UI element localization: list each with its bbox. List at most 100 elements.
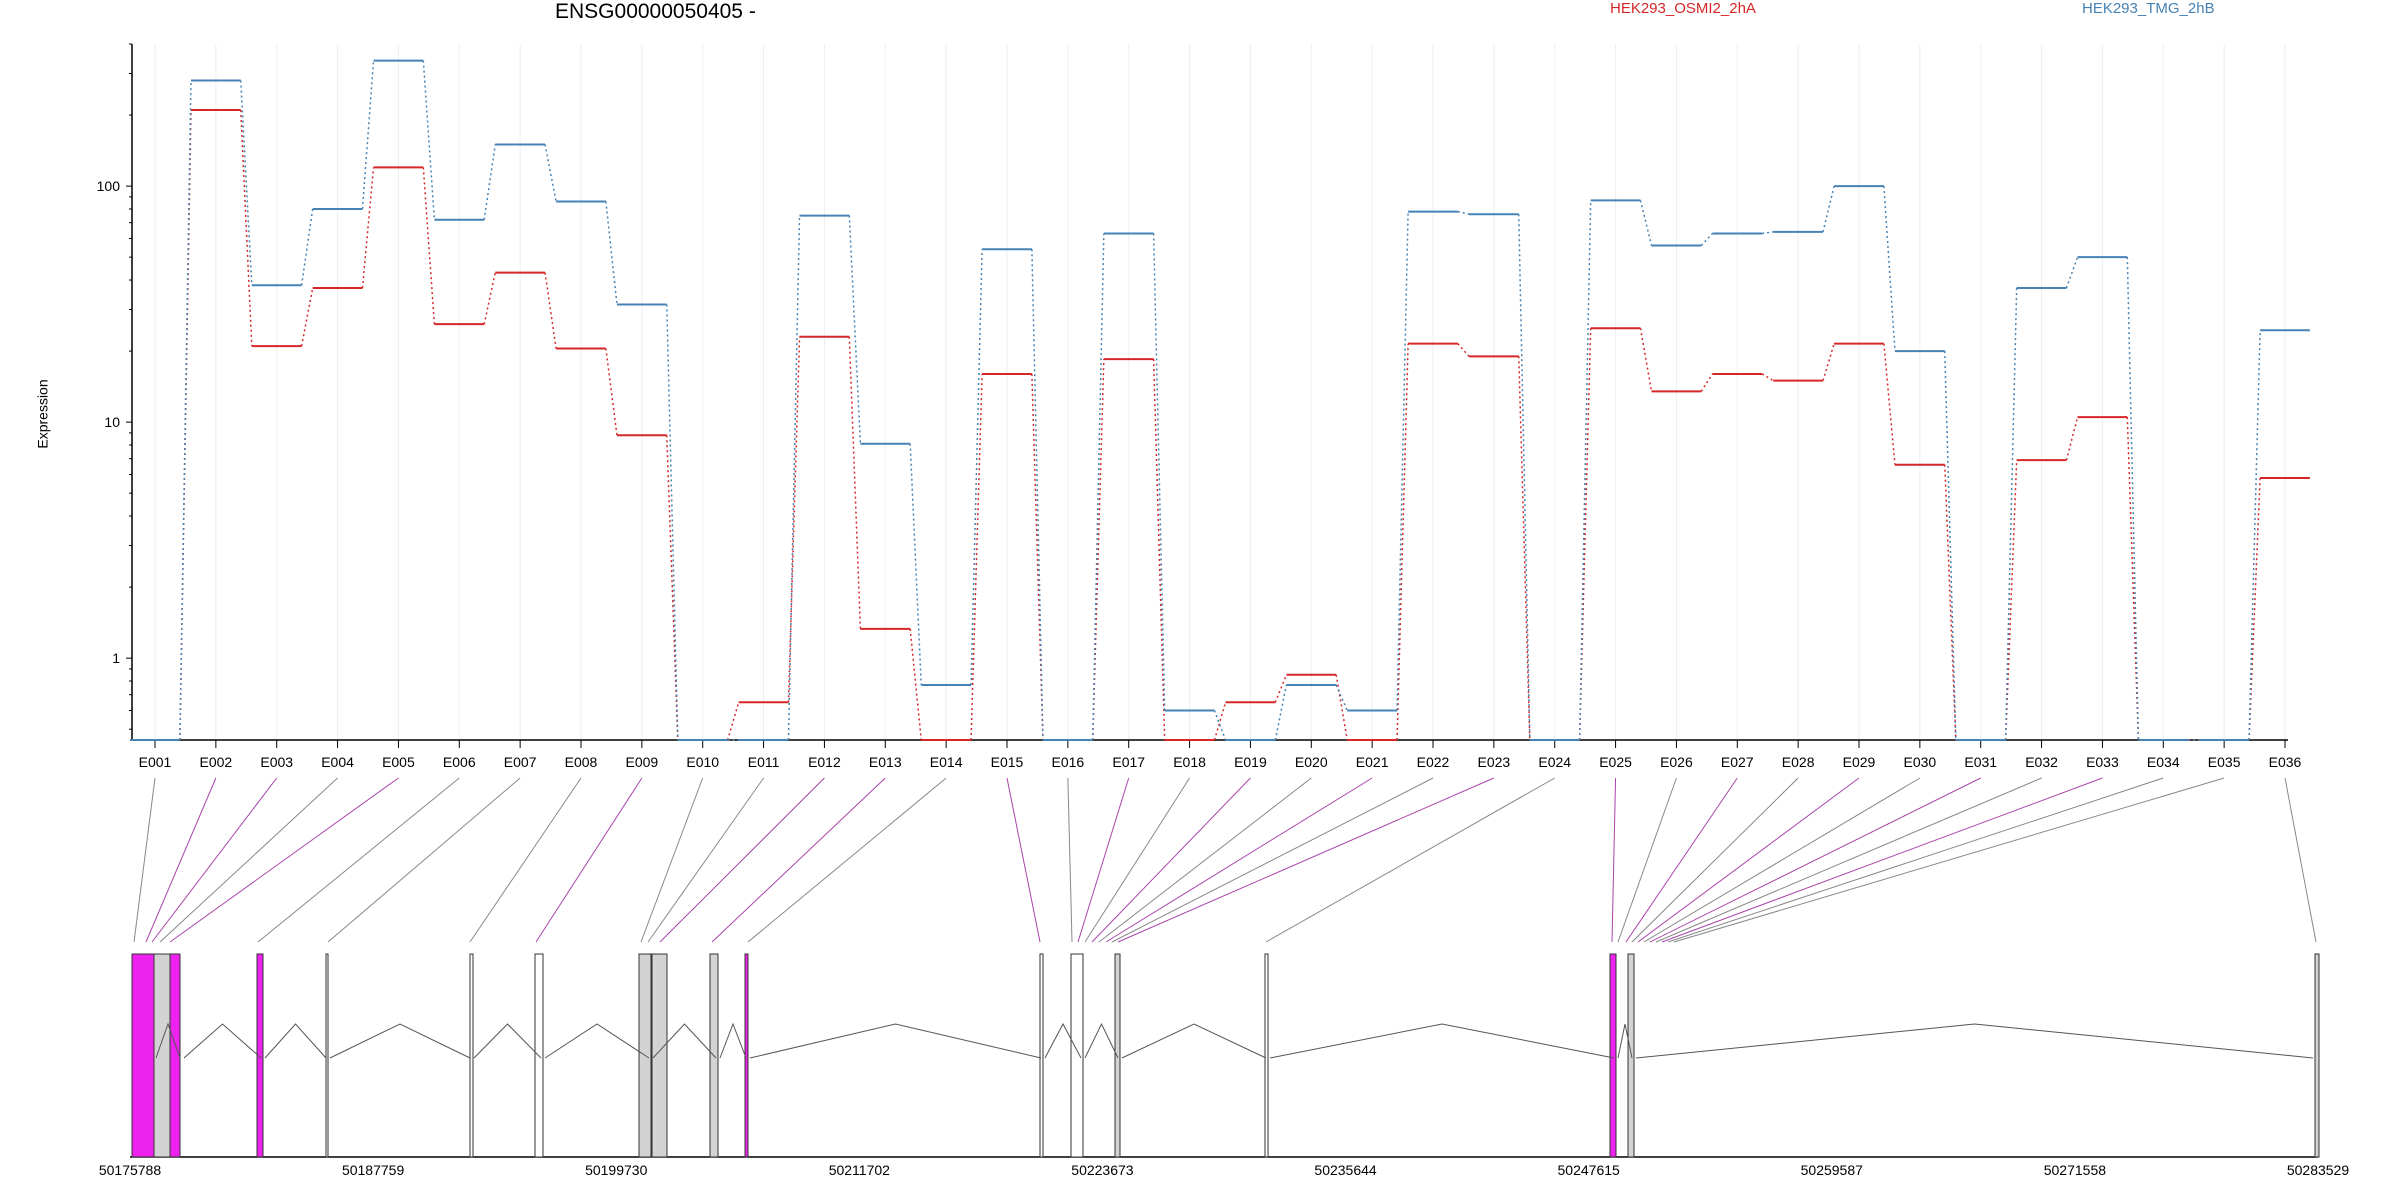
coordinate-label: 50199730 xyxy=(585,1162,648,1178)
connector-E013 xyxy=(711,777,886,943)
x-tick-label: E029 xyxy=(1843,754,1876,770)
x-tick-label: E010 xyxy=(686,754,719,770)
transition xyxy=(2248,477,2261,741)
x-tick-label: E028 xyxy=(1782,754,1815,770)
transition xyxy=(1457,210,1470,215)
x-tick-label: E009 xyxy=(626,754,659,770)
series-lines xyxy=(130,59,2310,741)
intron-line xyxy=(473,1023,542,1059)
connector-E002 xyxy=(145,777,217,943)
transition xyxy=(1883,186,1896,352)
x-tick-label: E032 xyxy=(2025,754,2058,770)
transition xyxy=(300,208,314,286)
connector-E011 xyxy=(647,777,764,943)
transition xyxy=(1335,684,1348,711)
transition xyxy=(2065,256,2079,289)
transition xyxy=(422,167,436,325)
transition xyxy=(787,336,801,703)
transition xyxy=(1700,373,1714,392)
transition xyxy=(1822,185,1835,233)
x-tick-label: E031 xyxy=(1964,754,1997,770)
transition xyxy=(1396,343,1409,741)
coordinate-label: 50283529 xyxy=(2287,1162,2350,1178)
transition xyxy=(1517,214,1531,741)
x-tick-label: E016 xyxy=(1052,754,1085,770)
connector-E029 xyxy=(1637,777,1860,943)
transition xyxy=(1762,231,1774,235)
transition xyxy=(1091,359,1105,741)
intron-line xyxy=(1044,1022,1082,1059)
transition xyxy=(1031,249,1044,741)
x-tick-label: E007 xyxy=(504,754,537,770)
transition xyxy=(544,144,557,202)
coordinate-label: 50175788 xyxy=(99,1162,162,1178)
exon-block xyxy=(325,953,329,1158)
x-tick-label: E019 xyxy=(1234,754,1267,770)
connector-E025 xyxy=(1611,777,1617,943)
exon-block xyxy=(256,953,264,1158)
transition xyxy=(1274,674,1288,703)
coordinate-label: 50247615 xyxy=(1558,1162,1621,1178)
transition xyxy=(483,272,496,325)
transition xyxy=(665,304,679,741)
transition xyxy=(544,272,557,349)
transition xyxy=(422,60,436,220)
connector-E018 xyxy=(1084,777,1190,943)
connector-E001 xyxy=(133,777,156,943)
connector-E033 xyxy=(1661,777,2103,943)
x-tick-label: E014 xyxy=(930,754,963,770)
transition xyxy=(1639,200,1653,246)
transition xyxy=(1396,211,1409,711)
transition xyxy=(361,167,375,289)
connector-E015 xyxy=(1006,777,1041,943)
exon-block xyxy=(1264,953,1269,1158)
transition xyxy=(179,80,192,741)
connector-E031 xyxy=(1649,777,1981,943)
transition xyxy=(2004,460,2018,741)
connector-E016 xyxy=(1067,777,1073,943)
connector-E020 xyxy=(1098,777,1312,943)
connector-E030 xyxy=(1643,777,1921,943)
transition xyxy=(1639,328,1653,392)
intron-line xyxy=(183,1023,262,1059)
exon-block xyxy=(2314,953,2320,1158)
intron-line xyxy=(1084,1022,1119,1059)
connector-E005 xyxy=(169,777,399,943)
connector-E003 xyxy=(151,777,278,943)
x-tick-label: E018 xyxy=(1173,754,1206,770)
x-tick-label: E003 xyxy=(260,754,293,770)
x-tick-label: E013 xyxy=(869,754,902,770)
intron-line xyxy=(544,1023,650,1059)
coordinate-label: 50235644 xyxy=(1314,1162,1377,1178)
coordinate-label: 50259587 xyxy=(1801,1162,1864,1178)
x-tick-label: E008 xyxy=(565,754,598,770)
x-tick-label: E034 xyxy=(2147,754,2180,770)
intron-line xyxy=(155,1022,181,1059)
connector-E010 xyxy=(640,777,704,943)
transition xyxy=(909,628,922,741)
intron-line xyxy=(329,1023,471,1059)
x-tick-label: E022 xyxy=(1417,754,1450,770)
connector-E024 xyxy=(1265,777,1555,943)
connector-E027 xyxy=(1625,777,1738,943)
connector-E012 xyxy=(659,777,825,943)
intron-line xyxy=(1635,1023,2314,1059)
grid-lines xyxy=(154,44,2286,740)
x-tick-label: E001 xyxy=(139,754,172,770)
connector-E032 xyxy=(1655,777,2042,943)
x-tick-label: E017 xyxy=(1112,754,1145,770)
exon-block xyxy=(1039,953,1044,1158)
x-tick-label: E021 xyxy=(1356,754,1389,770)
exon-block xyxy=(1609,953,1617,1158)
transition xyxy=(239,80,253,286)
connector-E026 xyxy=(1617,777,1677,943)
intron-line xyxy=(1617,1023,1633,1059)
transition xyxy=(1152,359,1166,741)
x-tick-label: E023 xyxy=(1478,754,1511,770)
connector-E019 xyxy=(1091,777,1251,943)
transition xyxy=(1761,373,1774,382)
transition xyxy=(2126,257,2140,741)
coordinate-label: 50187759 xyxy=(342,1162,405,1178)
transition xyxy=(2248,330,2261,741)
connector-E028 xyxy=(1631,777,1799,943)
